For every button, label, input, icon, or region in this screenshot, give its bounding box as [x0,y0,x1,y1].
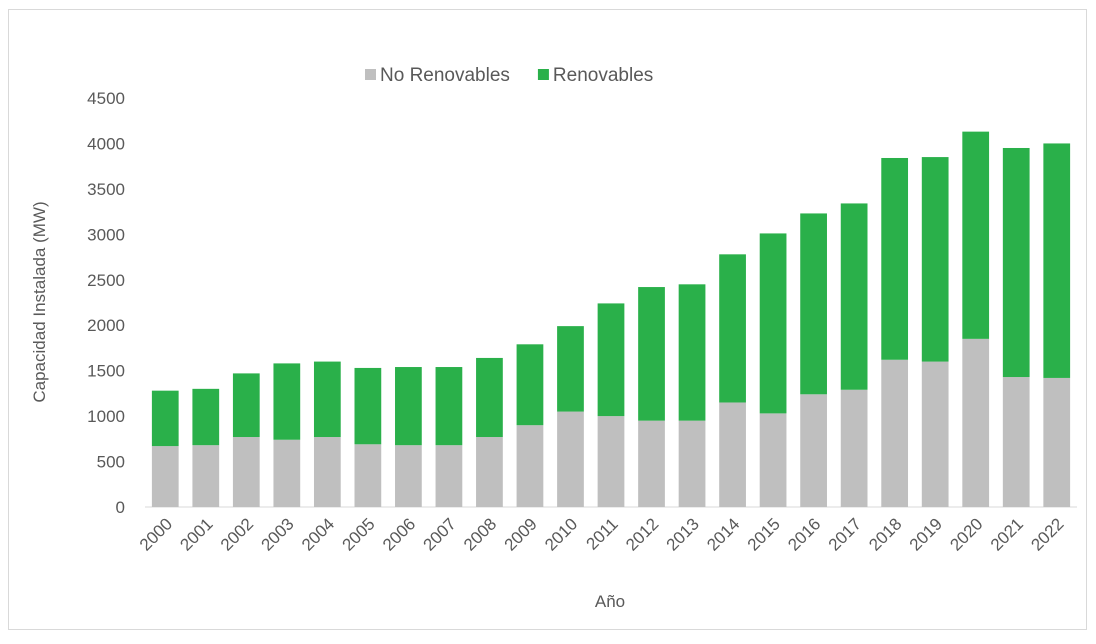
bar [395,367,422,446]
bar [921,157,949,362]
y-tick-label: 1500 [87,362,125,381]
bar [151,446,179,507]
x-axis-title: Año [595,592,625,611]
bar [719,402,746,507]
bar [476,437,503,507]
bar [1043,377,1071,507]
bar [840,203,868,390]
bar [273,363,301,440]
bar [759,233,787,414]
bar [516,425,544,507]
bar [678,284,706,421]
bar [557,326,584,412]
y-tick-label: 2000 [87,316,125,335]
bar [719,254,746,403]
bar [1002,147,1030,378]
bar [232,373,260,438]
bar [151,390,179,447]
bar [597,416,625,507]
y-tick-label: 0 [116,498,125,517]
bar [597,303,625,417]
bar [638,420,665,507]
bar [516,344,544,426]
bar [881,157,909,360]
bar [800,394,827,507]
bar [192,388,220,446]
bar [678,420,706,507]
bar [800,213,827,395]
bar [840,389,868,507]
y-tick-label: 3500 [87,180,125,199]
legend-swatch [537,69,549,80]
bar [476,357,503,438]
bar [1002,377,1030,507]
bar [1043,143,1071,378]
bar [313,437,341,507]
bar [435,367,463,446]
legend-swatch [365,69,376,80]
bar [557,411,584,507]
legend-label: No Renovables [380,65,510,86]
y-tick-label: 3000 [87,225,125,244]
bar [354,444,382,507]
bar [435,445,463,507]
bar [232,437,260,507]
legend-label: Renovables [553,65,653,86]
bar [962,338,990,507]
bar [313,361,341,438]
y-tick-label: 1000 [87,407,125,426]
y-axis-title: Capacidad Instalada (MW) [30,201,49,402]
bar [354,367,382,445]
bar [395,445,422,507]
y-tick-label: 4500 [87,89,125,108]
bar [638,287,665,421]
y-tick-label: 2500 [87,271,125,290]
bar [192,445,220,507]
y-tick-label: 4000 [87,134,125,153]
bar [962,131,990,339]
bar [759,413,787,507]
bar [273,439,301,507]
y-tick-label: 500 [97,453,125,472]
bar [921,361,949,507]
bar [881,359,909,507]
